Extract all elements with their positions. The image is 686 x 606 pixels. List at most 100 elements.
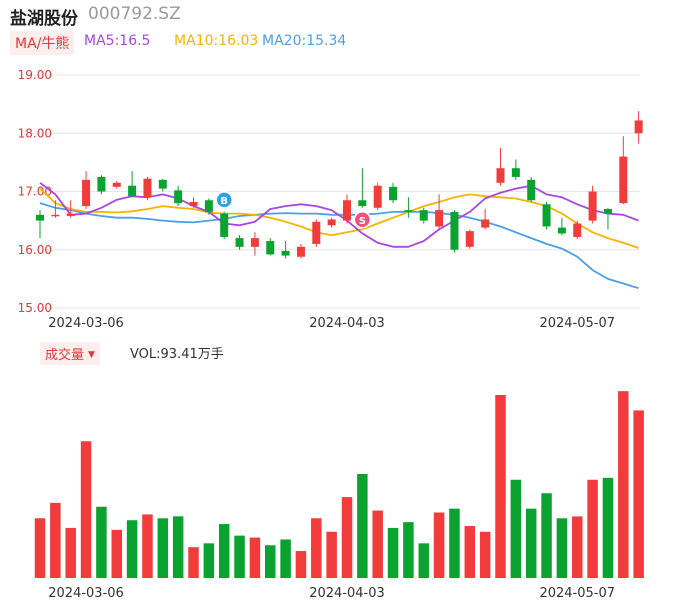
price-tick-label: 17.00 bbox=[18, 185, 52, 199]
candle-body bbox=[634, 120, 643, 134]
candle bbox=[220, 211, 229, 240]
candle bbox=[373, 182, 382, 211]
volume-bar bbox=[495, 395, 506, 578]
candle-body bbox=[343, 200, 351, 221]
candle bbox=[327, 217, 336, 228]
stock-name: 盐湖股份 bbox=[10, 9, 78, 29]
volume-bar bbox=[479, 531, 491, 578]
candle bbox=[235, 235, 244, 250]
date-tick-label: 2024-03-06 bbox=[48, 316, 124, 331]
volume-bar bbox=[280, 539, 291, 578]
candle bbox=[128, 171, 137, 198]
candle-body bbox=[419, 210, 428, 221]
candle-body bbox=[450, 211, 459, 250]
volume-bar bbox=[403, 522, 414, 578]
candle bbox=[281, 241, 290, 259]
candle-body bbox=[36, 214, 44, 221]
volume-bar bbox=[341, 497, 353, 578]
ma5-legend: MA5:16.5 bbox=[84, 33, 151, 49]
volume-bar bbox=[556, 518, 568, 578]
price-x-axis: 2024-03-06 2024-04-03 2024-05-07 bbox=[48, 316, 615, 331]
stock-code: 000792.SZ bbox=[88, 4, 181, 24]
volume-bar bbox=[602, 477, 614, 578]
volume-bar bbox=[126, 520, 138, 578]
candle-body bbox=[481, 219, 490, 228]
candle-body bbox=[527, 179, 536, 201]
candle bbox=[465, 229, 474, 249]
candle-body bbox=[250, 238, 259, 247]
candle-body bbox=[143, 178, 152, 198]
candle-body bbox=[358, 200, 367, 207]
volume-legend: VOL:93.41万手 bbox=[130, 347, 224, 362]
caret-down-icon: ▼ bbox=[88, 350, 95, 360]
candle-body bbox=[435, 210, 444, 227]
candle bbox=[573, 220, 582, 240]
date-tick-label: 2024-03-06 bbox=[48, 586, 124, 601]
volume-bar bbox=[311, 518, 322, 578]
moving-average-lines bbox=[39, 182, 639, 290]
candle-body bbox=[496, 168, 505, 183]
candle bbox=[603, 207, 612, 230]
sell-marker: S bbox=[353, 211, 372, 229]
candle-body bbox=[235, 238, 244, 247]
volume-bar bbox=[618, 391, 629, 578]
candle-body bbox=[465, 231, 474, 247]
candle-body bbox=[296, 246, 305, 257]
ma10-line bbox=[39, 187, 639, 249]
candle-body bbox=[373, 185, 382, 208]
candle-body bbox=[542, 204, 551, 227]
candle-body bbox=[97, 176, 106, 192]
candle-body bbox=[389, 186, 398, 201]
candle bbox=[174, 185, 183, 207]
volume-bar bbox=[449, 508, 460, 578]
volume-bar bbox=[249, 537, 261, 578]
volume-bar bbox=[234, 535, 245, 578]
volume-bar bbox=[633, 410, 644, 578]
candle bbox=[588, 185, 597, 224]
ma-indicator-selector[interactable]: MA/牛熊 bbox=[10, 31, 75, 55]
volume-bar bbox=[218, 524, 230, 578]
date-tick-label: 2024-04-03 bbox=[309, 586, 385, 601]
candle bbox=[496, 147, 505, 186]
candle bbox=[389, 182, 398, 204]
candle-body bbox=[404, 210, 413, 212]
volume-bar bbox=[65, 527, 76, 578]
candle-body bbox=[603, 208, 612, 214]
candle-body bbox=[588, 191, 597, 221]
volume-indicator-selector[interactable]: 成交量 ▼ bbox=[40, 342, 100, 365]
candle bbox=[36, 210, 44, 239]
candle bbox=[296, 243, 305, 259]
marker-badge bbox=[215, 191, 233, 209]
volume-bar bbox=[357, 473, 368, 578]
price-tick-label: 19.00 bbox=[18, 68, 52, 82]
candle bbox=[51, 200, 60, 218]
volume-bar bbox=[587, 479, 598, 578]
candle bbox=[634, 111, 643, 144]
volume-tag-label: 成交量 bbox=[45, 348, 85, 363]
candle-body bbox=[82, 179, 91, 207]
candlesticks bbox=[36, 111, 643, 259]
candle bbox=[358, 168, 367, 208]
volume-bar bbox=[418, 543, 429, 578]
candle bbox=[204, 198, 213, 215]
candle-body bbox=[557, 227, 566, 234]
price-tick-label: 15.00 bbox=[18, 301, 52, 315]
volume-bar bbox=[295, 551, 307, 578]
date-tick-label: 2024-05-07 bbox=[539, 316, 615, 331]
volume-bars bbox=[34, 391, 644, 578]
candle bbox=[511, 159, 520, 180]
marker-label: S bbox=[359, 216, 366, 227]
candle bbox=[250, 232, 259, 256]
date-tick-label: 2024-04-03 bbox=[309, 316, 385, 331]
candle bbox=[143, 176, 152, 201]
date-tick-label: 2024-05-07 bbox=[539, 586, 615, 601]
candle-body bbox=[204, 200, 213, 212]
price-tick-label: 18.00 bbox=[18, 126, 52, 140]
candle bbox=[435, 194, 444, 230]
volume-bar bbox=[510, 479, 522, 578]
ma5-line bbox=[39, 182, 639, 248]
candle-body bbox=[220, 213, 229, 237]
candle-body bbox=[189, 201, 198, 207]
volume-bar bbox=[464, 525, 476, 578]
